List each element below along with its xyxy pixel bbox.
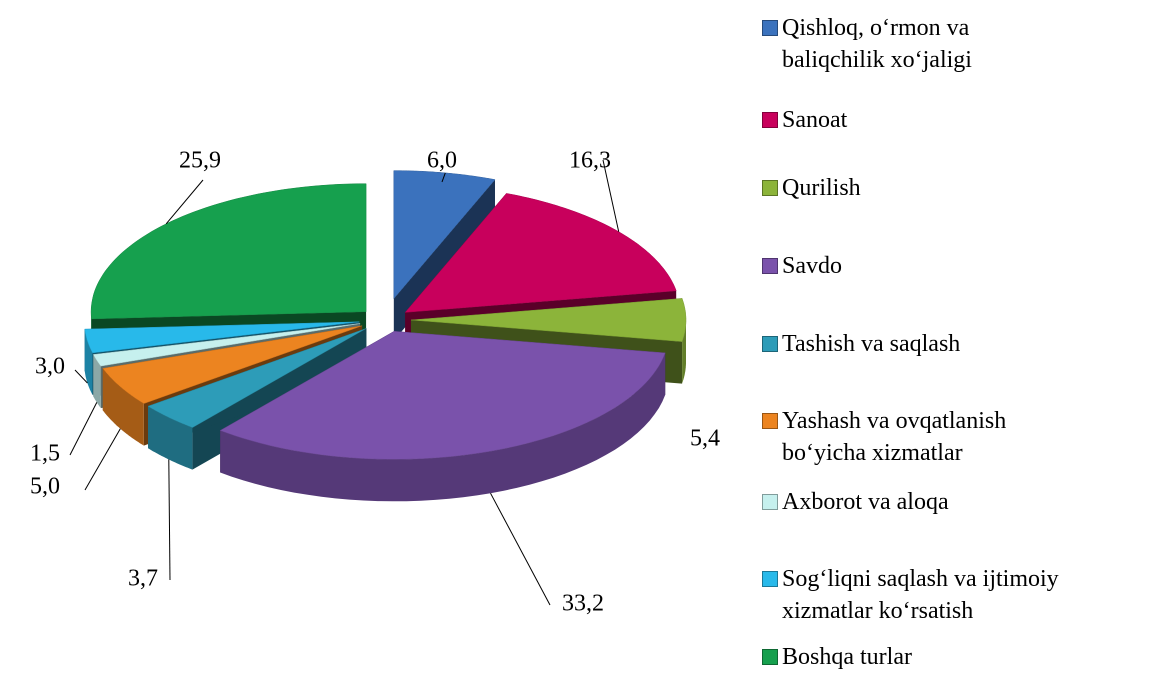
chart: 6,0 16,3 5,4 33,2 3,7 5,0 1,5 3,0 25,9 [0,0,760,670]
legend-item: Sog‘liqni saqlash va ijtimoiy xizmatlar … [762,563,1152,627]
legend-label: Sanoat [782,104,847,136]
legend-swatch [762,494,778,510]
leader-line [70,402,97,455]
legend-swatch [762,571,778,587]
legend-swatch [762,180,778,196]
legend-label: Tashish va saqlash [782,328,960,360]
legend-item: Sanoat [762,104,1152,136]
legend-label: Savdo [782,250,842,282]
legend-swatch [762,112,778,128]
legend-label: Qurilish [782,172,861,204]
slice [91,184,366,319]
data-label: 5,0 [30,474,60,500]
legend-swatch [762,336,778,352]
data-label: 1,5 [30,441,60,467]
leader-line [491,493,551,605]
data-label: 25,9 [179,148,221,174]
legend-swatch [762,413,778,429]
legend-item: Savdo [762,250,1152,282]
data-label: 3,7 [128,566,158,592]
legend-swatch [762,649,778,665]
leader-line [169,460,170,581]
legend-label: Axborot va aloqa [782,486,949,518]
legend-swatch [762,258,778,274]
legend-label: Yashash va ovqatlanish bo‘yicha xizmatla… [782,405,1072,469]
legend-item: Axborot va aloqa [762,486,1152,518]
legend-item: Boshqa turlar [762,641,1152,673]
legend-label: Sog‘liqni saqlash va ijtimoiy xizmatlar … [782,563,1152,627]
data-label: 16,3 [569,148,611,174]
legend-item: Yashash va ovqatlanish bo‘yicha xizmatla… [762,405,1152,469]
legend-swatch [762,20,778,36]
data-label: 5,4 [690,426,720,452]
legend-label: Boshqa turlar [782,641,912,673]
data-label: 33,2 [562,591,604,617]
legend-item: Tashish va saqlash [762,328,1152,360]
data-label: 3,0 [35,354,65,380]
legend-item: Qishloq, o‘rmon va baliqchilik xo‘jaligi [762,12,1152,76]
data-label: 6,0 [427,148,457,174]
legend-label: Qishloq, o‘rmon va baliqchilik xo‘jaligi [782,12,1072,76]
leader-line [85,429,120,490]
legend-item: Qurilish [762,172,1152,204]
